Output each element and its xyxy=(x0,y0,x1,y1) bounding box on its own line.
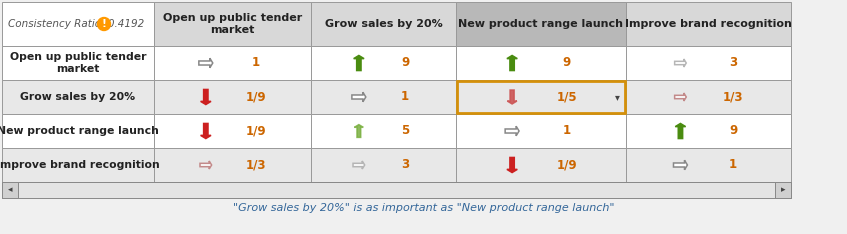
Bar xyxy=(2,46,154,80)
Text: Improve brand recognition: Improve brand recognition xyxy=(625,19,792,29)
Bar xyxy=(2,2,791,198)
Text: 3: 3 xyxy=(401,158,409,172)
Polygon shape xyxy=(507,55,518,70)
Text: ◂: ◂ xyxy=(8,186,12,194)
Polygon shape xyxy=(675,93,686,101)
Text: Grow sales by 20%: Grow sales by 20% xyxy=(20,92,136,102)
Polygon shape xyxy=(200,161,212,169)
Bar xyxy=(154,148,311,182)
Text: Consistency Ratio: 0.4192: Consistency Ratio: 0.4192 xyxy=(8,19,144,29)
Text: 1: 1 xyxy=(729,158,737,172)
Bar xyxy=(2,182,18,198)
Bar xyxy=(311,114,456,148)
Bar xyxy=(154,114,311,148)
Polygon shape xyxy=(352,92,366,102)
Text: Open up public tender
market: Open up public tender market xyxy=(10,52,147,74)
Bar xyxy=(154,80,311,114)
Circle shape xyxy=(97,18,110,30)
Text: !: ! xyxy=(102,19,107,29)
Bar xyxy=(775,182,791,198)
Polygon shape xyxy=(201,124,211,139)
Bar xyxy=(311,2,456,46)
Polygon shape xyxy=(675,124,686,139)
Bar xyxy=(2,80,154,114)
Text: Open up public tender
market: Open up public tender market xyxy=(163,13,302,35)
Polygon shape xyxy=(354,55,364,70)
Polygon shape xyxy=(675,59,686,67)
Text: "Grow sales by 20%" is as important as "New product range launch": "Grow sales by 20%" is as important as "… xyxy=(233,203,614,213)
Polygon shape xyxy=(673,160,688,170)
Text: 1/3: 1/3 xyxy=(246,158,266,172)
Text: ▾: ▾ xyxy=(615,92,619,102)
Text: 9: 9 xyxy=(562,56,571,69)
Text: New product range launch: New product range launch xyxy=(0,126,159,136)
Bar xyxy=(2,2,154,46)
Bar xyxy=(2,182,791,198)
Polygon shape xyxy=(507,90,517,104)
Bar xyxy=(456,80,626,114)
Bar xyxy=(626,80,791,114)
Text: 1/9: 1/9 xyxy=(556,158,577,172)
Bar xyxy=(154,2,311,46)
Text: Improve brand recognition: Improve brand recognition xyxy=(0,160,160,170)
Polygon shape xyxy=(201,89,211,105)
Bar xyxy=(626,114,791,148)
Bar xyxy=(311,46,456,80)
Polygon shape xyxy=(353,161,365,169)
Bar xyxy=(154,46,311,80)
Text: 3: 3 xyxy=(729,56,737,69)
Text: 1: 1 xyxy=(562,124,571,138)
Bar xyxy=(456,148,626,182)
Polygon shape xyxy=(507,157,518,172)
Bar xyxy=(456,46,626,80)
Text: 1/5: 1/5 xyxy=(556,91,577,103)
Text: 9: 9 xyxy=(729,124,738,138)
Text: Grow sales by 20%: Grow sales by 20% xyxy=(324,19,442,29)
Polygon shape xyxy=(354,125,363,137)
Text: 1: 1 xyxy=(401,91,409,103)
Bar xyxy=(311,148,456,182)
Bar xyxy=(456,114,626,148)
Bar xyxy=(626,2,791,46)
Text: 1/9: 1/9 xyxy=(246,124,266,138)
Bar xyxy=(2,114,154,148)
Text: 9: 9 xyxy=(401,56,409,69)
Bar xyxy=(457,81,625,113)
Text: 1: 1 xyxy=(252,56,260,69)
Bar xyxy=(456,2,626,46)
Text: 1/9: 1/9 xyxy=(246,91,266,103)
Bar xyxy=(2,148,154,182)
Text: ▸: ▸ xyxy=(781,186,785,194)
Bar xyxy=(626,46,791,80)
Text: 5: 5 xyxy=(401,124,409,138)
Polygon shape xyxy=(505,126,519,136)
Bar xyxy=(626,148,791,182)
Polygon shape xyxy=(199,58,213,68)
Bar xyxy=(311,80,456,114)
Text: 1/3: 1/3 xyxy=(723,91,744,103)
Text: New product range launch: New product range launch xyxy=(458,19,623,29)
